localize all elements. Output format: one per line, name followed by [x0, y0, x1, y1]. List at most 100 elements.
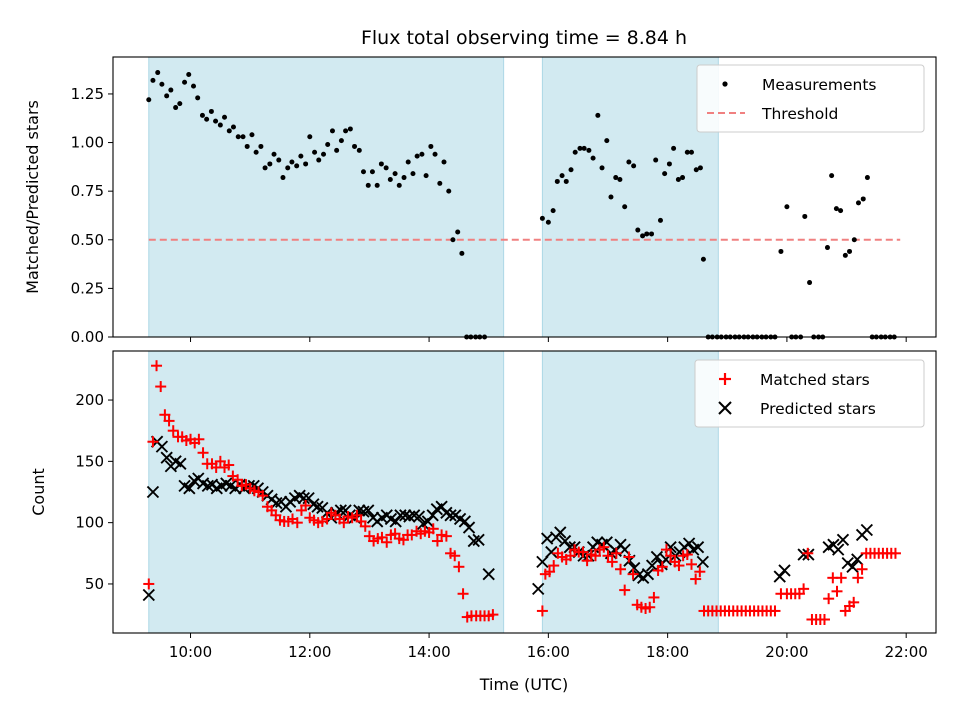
- measurement-point: [213, 118, 219, 124]
- matched-star-point: [856, 563, 868, 575]
- predicted-marker-stroke: [591, 536, 604, 549]
- matched-star-point: [155, 381, 167, 393]
- measurement-point: [693, 167, 699, 173]
- chart-title: Flux total observing time = 8.84 h: [361, 27, 687, 49]
- matched-star-point: [536, 605, 548, 617]
- predicted-star-point: [142, 588, 155, 602]
- predicted-star-point: [155, 440, 169, 453]
- top-y-tick-label: 1.25: [71, 85, 104, 103]
- matched-star-point: [564, 550, 576, 562]
- predicted-marker-stroke: [778, 564, 791, 577]
- measurement-point: [640, 233, 646, 239]
- measurement-point: [217, 122, 223, 128]
- predicted-marker-stroke: [482, 567, 495, 581]
- matched-star-point: [648, 591, 660, 603]
- matched-star-point: [431, 535, 443, 547]
- measurement-point: [824, 245, 830, 251]
- matched-star-point: [159, 409, 171, 421]
- measurement-point: [405, 159, 411, 165]
- measurement-point: [428, 143, 434, 149]
- x-tick-label: 10:00: [169, 643, 212, 661]
- predicted-marker-stroke: [641, 567, 655, 581]
- matched-star-point: [197, 447, 209, 459]
- legend-predicted-marker: [718, 401, 732, 415]
- predicted-star-point: [554, 526, 567, 539]
- measurement-point: [688, 149, 694, 155]
- predicted-marker-stroke: [563, 541, 576, 554]
- measurement-point: [653, 157, 659, 163]
- bottom-y-tick-label: 100: [75, 514, 104, 532]
- matched-star-point: [615, 563, 627, 575]
- measurement-point: [186, 72, 192, 77]
- predicted-star-point: [773, 570, 786, 583]
- predicted-marker-stroke: [696, 555, 709, 569]
- measurement-point: [235, 134, 241, 140]
- measurement-point: [778, 248, 784, 254]
- matched-star-point: [602, 550, 614, 562]
- measurement-point: [316, 157, 322, 163]
- matched-star-point: [656, 561, 668, 573]
- predicted-star-point: [482, 567, 495, 581]
- measurement-point: [199, 112, 205, 118]
- predicted-marker-stroke: [407, 509, 421, 522]
- bottom-shaded-interval: [148, 350, 505, 634]
- measurement-point: [833, 206, 839, 212]
- matched-star-point: [681, 549, 693, 561]
- matched-star-point: [619, 584, 631, 596]
- predicted-star-point: [532, 582, 545, 596]
- predicted-star-point: [860, 523, 873, 537]
- predicted-marker-stroke: [453, 512, 467, 526]
- predicted-star-point: [462, 521, 476, 534]
- measurement-point: [343, 128, 349, 134]
- bottom-panel: 50 100 150 200 10:00 12:00 14:00 16:00 18:00 20:…: [29, 350, 937, 694]
- legend-matched-label: Matched stars: [760, 371, 870, 389]
- bottom-y-tick-label: 200: [75, 391, 104, 409]
- predicted-star-point: [778, 564, 791, 577]
- predicted-star-point: [362, 504, 375, 517]
- measurement-point: [365, 182, 371, 188]
- measurement-point: [155, 70, 161, 76]
- top-shaded-interval: [148, 56, 505, 338]
- measurement-point: [146, 97, 152, 103]
- measurement-point: [577, 145, 583, 151]
- matched-star-point: [889, 547, 901, 559]
- matched-star-point: [143, 578, 155, 590]
- matched-star-point: [606, 556, 618, 568]
- x-tick-label: 18:00: [646, 643, 689, 661]
- predicted-star-point: [628, 561, 641, 575]
- matched-star-point: [427, 523, 439, 535]
- measurement-point: [446, 188, 452, 194]
- predicted-marker-stroke: [645, 559, 659, 572]
- measurement-point: [230, 124, 236, 130]
- measurement-point: [298, 153, 304, 159]
- predicted-marker-stroke: [462, 521, 476, 534]
- measurement-point: [539, 215, 545, 221]
- predicted-marker-stroke: [458, 515, 472, 528]
- measurement-point: [599, 165, 605, 171]
- matched-star-point: [818, 614, 830, 626]
- measurement-point: [253, 149, 259, 155]
- predicted-star-point: [682, 537, 696, 550]
- measurement-point: [697, 165, 703, 171]
- predicted-marker-stroke: [545, 545, 558, 559]
- predicted-marker-stroke: [650, 550, 664, 564]
- measurement-point: [289, 159, 295, 165]
- predicted-marker-stroke: [160, 451, 173, 464]
- measurement-point: [657, 217, 663, 223]
- bottom-y-tick-label: 150: [75, 452, 104, 470]
- measurement-point: [838, 208, 844, 214]
- bottom-plot-frame: [112, 350, 937, 634]
- measurement-point: [675, 177, 681, 182]
- predicted-marker-stroke: [832, 543, 845, 556]
- predicted-marker-stroke: [178, 479, 191, 493]
- predicted-star-point: [846, 560, 859, 573]
- measurement-point: [568, 167, 574, 173]
- measurement-point: [864, 175, 870, 181]
- matched-star-point: [457, 588, 469, 600]
- predicted-marker-stroke: [174, 457, 187, 470]
- measurement-point: [680, 175, 686, 181]
- predicted-marker-stroke: [353, 504, 366, 517]
- predicted-star-point: [389, 515, 402, 528]
- predicted-marker-stroke: [846, 560, 859, 573]
